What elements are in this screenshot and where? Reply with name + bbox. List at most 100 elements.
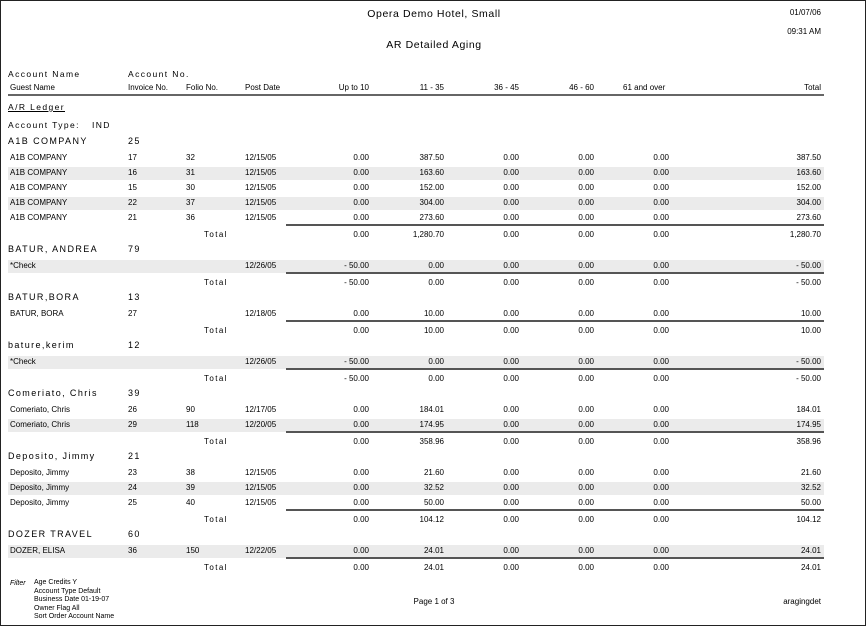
- amount-61-over: 0.00: [653, 483, 669, 492]
- total-11-35: 358.96: [419, 437, 444, 446]
- amount-11-35: 387.50: [419, 153, 444, 162]
- amount-up-to-10: 0.00: [353, 183, 369, 192]
- group-account-name: bature,kerim: [8, 340, 75, 350]
- invoice-no: 21: [128, 213, 137, 222]
- invoice-no: 23: [128, 468, 137, 477]
- account-type-label: Account Type:: [8, 120, 80, 130]
- guest-name: DOZER, ELISA: [10, 546, 66, 555]
- total-36-45: 0.00: [503, 374, 519, 383]
- amount-36-45: 0.00: [503, 468, 519, 477]
- amount-46-60: 0.00: [578, 153, 594, 162]
- group-account-no: 60: [128, 529, 141, 539]
- total-rule: [286, 320, 824, 322]
- amount-total: 50.00: [800, 498, 821, 507]
- report-time: 09:31 AM: [787, 27, 821, 36]
- post-date: 12/18/05: [245, 309, 277, 318]
- amount-up-to-10: 0.00: [353, 468, 369, 477]
- amount-46-60: 0.00: [578, 183, 594, 192]
- total-total: 104.12: [796, 515, 821, 524]
- col-post-date: Post Date: [245, 83, 281, 92]
- folio-no: 30: [186, 183, 195, 192]
- amount-up-to-10: 0.00: [353, 498, 369, 507]
- amount-46-60: 0.00: [578, 198, 594, 207]
- invoice-no: 25: [128, 498, 137, 507]
- post-date: 12/26/05: [245, 261, 277, 270]
- group-account-no: 12: [128, 340, 141, 350]
- total-11-35: 1,280.70: [412, 230, 444, 239]
- row-shading: [8, 545, 824, 558]
- post-date: 12/15/05: [245, 198, 277, 207]
- group-account-no: 79: [128, 244, 141, 254]
- report-id: aragingdet: [783, 597, 821, 606]
- amount-11-35: 0.00: [428, 261, 444, 270]
- amount-46-60: 0.00: [578, 357, 594, 366]
- amount-36-45: 0.00: [503, 183, 519, 192]
- amount-11-35: 152.00: [419, 183, 444, 192]
- folio-no: 36: [186, 213, 195, 222]
- total-label: Total: [204, 230, 228, 239]
- amount-total: 387.50: [796, 153, 821, 162]
- post-date: 12/15/05: [245, 483, 277, 492]
- amount-11-35: 273.60: [419, 213, 444, 222]
- total-11-35: 104.12: [419, 515, 444, 524]
- group-account-name: A1B COMPANY: [8, 136, 88, 146]
- total-46-60: 0.00: [578, 437, 594, 446]
- amount-36-45: 0.00: [503, 483, 519, 492]
- amount-11-35: 32.52: [423, 483, 444, 492]
- amount-46-60: 0.00: [578, 168, 594, 177]
- folio-no: 31: [186, 168, 195, 177]
- invoice-no: 36: [128, 546, 137, 555]
- amount-61-over: 0.00: [653, 546, 669, 555]
- amount-46-60: 0.00: [578, 309, 594, 318]
- col-11-35: 11 - 35: [419, 83, 444, 92]
- total-label: Total: [204, 278, 228, 287]
- post-date: 12/15/05: [245, 213, 277, 222]
- amount-61-over: 0.00: [653, 261, 669, 270]
- row-shading: [8, 356, 824, 369]
- post-date: 12/15/05: [245, 168, 277, 177]
- total-36-45: 0.00: [503, 326, 519, 335]
- amount-46-60: 0.00: [578, 546, 594, 555]
- group-account-no: 13: [128, 292, 141, 302]
- amount-46-60: 0.00: [578, 468, 594, 477]
- total-label: Total: [204, 437, 228, 446]
- col-61-over: 61 and over: [623, 83, 666, 92]
- col-folio-no: Folio No.: [186, 83, 219, 92]
- amount-61-over: 0.00: [653, 420, 669, 429]
- total-36-45: 0.00: [503, 563, 519, 572]
- amount-up-to-10: 0.00: [353, 546, 369, 555]
- amount-up-to-10: 0.00: [353, 309, 369, 318]
- guest-name: A1B COMPANY: [10, 198, 68, 207]
- amount-11-35: 50.00: [423, 498, 444, 507]
- header-divider: [8, 94, 824, 96]
- amount-11-35: 10.00: [423, 309, 444, 318]
- amount-total: 24.01: [800, 546, 821, 555]
- group-account-name: BATUR, ANDREA: [8, 244, 99, 254]
- hotel-name: Opera Demo Hotel, Small: [367, 8, 501, 20]
- guest-name: A1B COMPANY: [10, 213, 68, 222]
- total-up-to-10: - 50.00: [344, 278, 369, 287]
- col-invoice-no: Invoice No.: [128, 83, 169, 92]
- row-shading: [8, 260, 824, 273]
- post-date: 12/22/05: [245, 546, 277, 555]
- total-36-45: 0.00: [503, 230, 519, 239]
- total-rule: [286, 557, 824, 559]
- total-total: 24.01: [800, 563, 821, 572]
- report-date: 01/07/06: [789, 8, 821, 17]
- amount-up-to-10: - 50.00: [344, 357, 369, 366]
- amount-61-over: 0.00: [653, 183, 669, 192]
- amount-total: - 50.00: [796, 261, 821, 270]
- post-date: 12/15/05: [245, 498, 277, 507]
- col-guest-name: Guest Name: [10, 83, 55, 92]
- total-up-to-10: 0.00: [353, 230, 369, 239]
- filter-item: Age Credits Y: [34, 579, 78, 586]
- group-account-no: 25: [128, 136, 141, 146]
- amount-61-over: 0.00: [653, 213, 669, 222]
- col-account-no: Account No.: [128, 69, 190, 79]
- invoice-no: 26: [128, 405, 137, 414]
- invoice-no: 17: [128, 153, 137, 162]
- total-61-over: 0.00: [653, 326, 669, 335]
- amount-36-45: 0.00: [503, 213, 519, 222]
- total-total: 10.00: [800, 326, 821, 335]
